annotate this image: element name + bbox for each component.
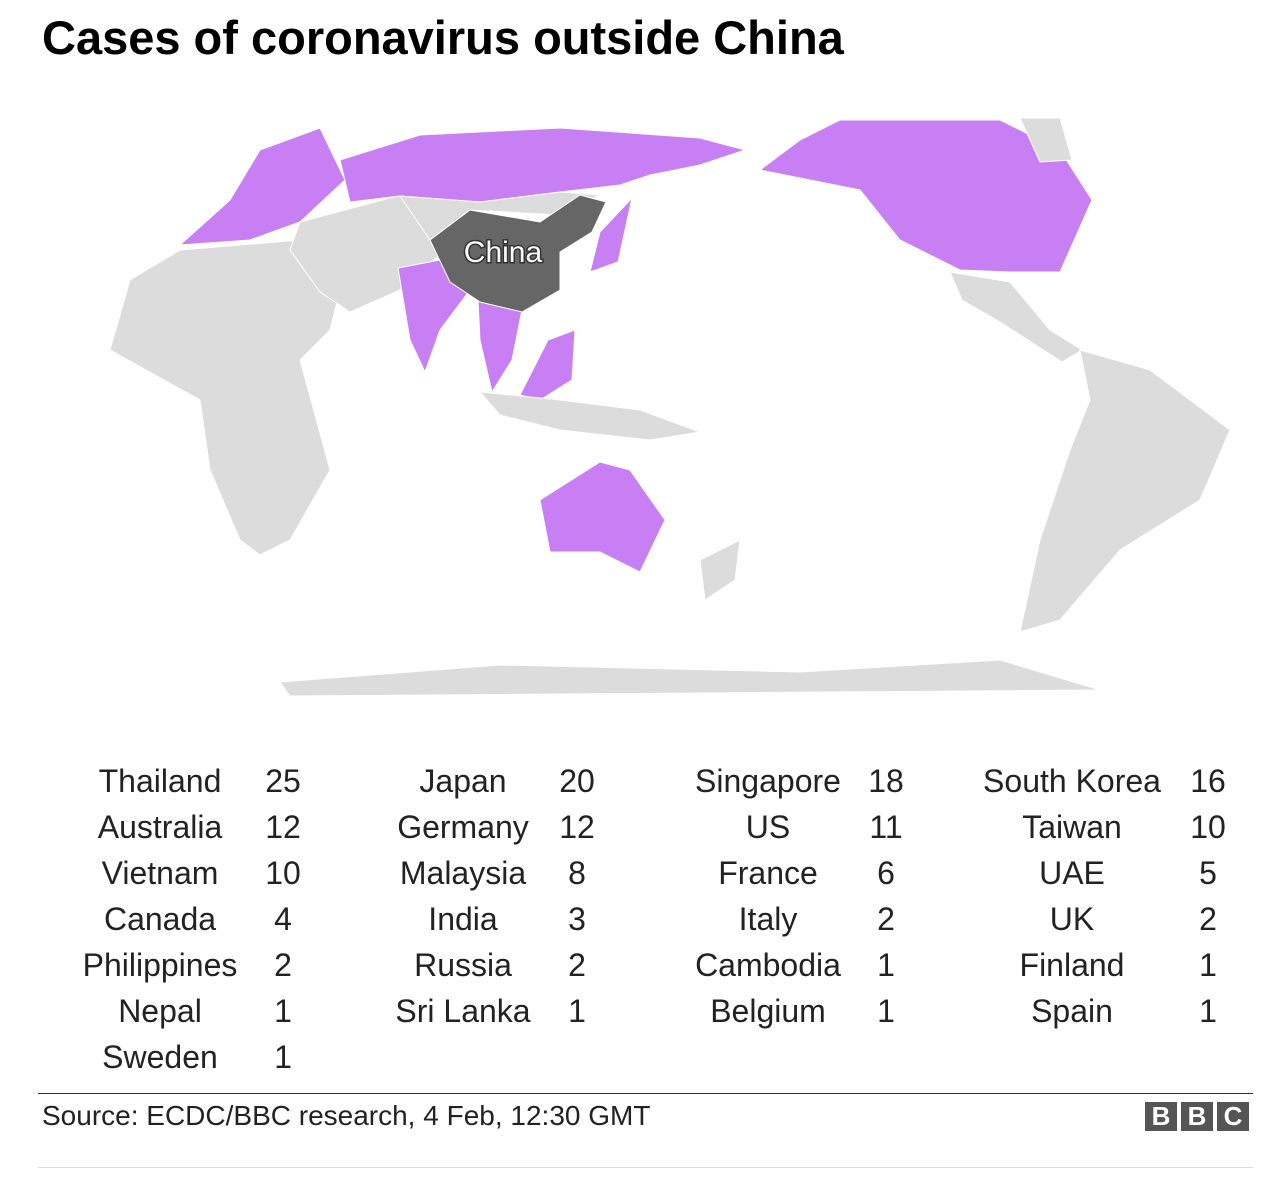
cases: 4 [274,901,292,937]
country: Nepal [118,993,202,1029]
country: UK [1049,901,1095,937]
country: Singapore [695,763,841,799]
cases: 2 [274,947,292,983]
map-label: China [464,236,543,269]
world-map: China [109,117,1231,697]
country: Russia [414,947,512,983]
philippines-malaysia [519,329,576,401]
country: Canada [103,901,217,937]
country: Sweden [102,1039,218,1075]
cases: 1 [568,993,586,1029]
country: Italy [738,901,798,937]
cases: 12 [559,809,595,845]
cases: 6 [877,855,895,891]
australia [539,461,666,573]
cases: 1 [274,993,292,1029]
europe [178,127,346,246]
country: Cambodia [695,947,841,983]
china [429,194,607,313]
cases: 18 [868,763,904,799]
indonesia [478,391,702,441]
country: France [718,855,818,891]
country: Taiwan [1022,809,1122,845]
source: Source: ECDC/BBC research, 4 Feb, 12:30 … [42,1100,651,1131]
logo-letter: B [1145,1102,1177,1131]
country: Philippines [82,947,238,983]
country: Vietnam [101,855,219,891]
greenland [1019,117,1073,163]
cases: 8 [568,855,586,891]
divider [38,1093,1253,1094]
title: Cases of coronavirus outside China [42,11,844,64]
central-america [949,271,1083,363]
country: Australia [97,809,223,845]
russia [339,127,747,203]
logo-letter: C [1217,1102,1249,1131]
cases: 3 [568,901,586,937]
country: UAE [1039,855,1105,891]
cases: 11 [869,809,903,845]
southeast-asia [477,299,523,394]
cases: 5 [1199,855,1217,891]
country: Thailand [98,763,222,799]
cases: 2 [1199,901,1217,937]
cases: 1 [274,1039,292,1075]
cases: 1 [1199,993,1217,1029]
cases: 12 [265,809,301,845]
japan [589,196,633,273]
country: South Korea [983,763,1161,799]
south-america [1019,349,1231,633]
cases: 1 [877,947,895,983]
africa [109,239,341,556]
cases: 2 [877,901,895,937]
cases: 10 [265,855,301,891]
cases: 1 [1199,947,1217,983]
country: Belgium [710,993,826,1029]
country: US [745,809,791,845]
cases: 25 [265,763,301,799]
new-zealand [699,539,741,601]
country: Malaysia [399,855,527,891]
country: Germany [397,809,529,845]
country: Japan [419,763,507,799]
cases: 20 [559,763,595,799]
bottom-rule [38,1167,1253,1168]
cases: 16 [1190,763,1226,799]
antarctica [279,659,1101,697]
cases: 10 [1190,809,1226,845]
land [109,117,1231,697]
cases: 1 [877,993,895,1029]
cases: 2 [568,947,586,983]
country: Finland [1019,947,1125,983]
logo-letter: B [1181,1102,1213,1131]
country: India [428,901,498,937]
country: Spain [1031,993,1113,1029]
country: Sri Lanka [395,993,531,1029]
